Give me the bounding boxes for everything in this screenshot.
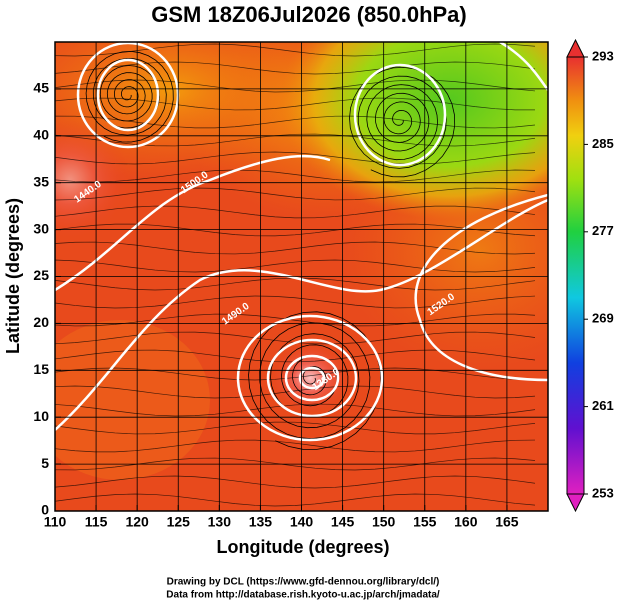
streamline [55, 169, 536, 183]
streamline [55, 223, 536, 237]
streamline [55, 475, 536, 489]
x-axis-label: Longitude (degrees) [216, 537, 389, 557]
y-tick-label: 45 [33, 80, 49, 96]
y-tick-label: 15 [33, 361, 49, 377]
colorbar-tick-label: 269 [592, 311, 614, 326]
x-tick-label: 115 [85, 514, 108, 530]
streamline [85, 50, 174, 143]
streamline [55, 385, 536, 399]
streamline [55, 493, 536, 507]
y-axis-label: Latitude (degrees) [3, 198, 23, 354]
streamline [55, 79, 536, 93]
y-tick-label: 40 [33, 127, 49, 143]
colorbar-tick-label: 277 [592, 223, 614, 238]
streamline [55, 151, 536, 165]
x-tick-label: 120 [125, 514, 149, 530]
streamline [55, 259, 536, 273]
y-tick-label: 30 [33, 220, 49, 236]
streamline [55, 241, 536, 255]
credit: Drawing by DCL (https://www.gfd-dennou.o… [167, 577, 440, 588]
credit: Data from http://database.rish.kyoto-u.a… [166, 590, 440, 601]
streamline [55, 277, 536, 291]
x-tick-label: 140 [290, 514, 314, 530]
field [55, 42, 548, 511]
streamline [55, 61, 536, 75]
streamline [55, 331, 536, 345]
x-tick-label: 160 [454, 514, 478, 530]
streamline [55, 439, 536, 453]
colorbar-tick-label: 285 [592, 136, 614, 151]
x-tick-label: 135 [249, 514, 273, 530]
x-tick-label: 130 [208, 514, 232, 530]
x-tick-label: 155 [413, 514, 437, 530]
streamline [55, 295, 536, 309]
y-tick-label: 10 [33, 408, 49, 424]
contours [55, 42, 548, 442]
y-tick-label: 35 [33, 173, 49, 189]
y-tick-label: 25 [33, 267, 49, 283]
colorbar-tick-label: 293 [592, 48, 614, 63]
chart-title: GSM 18Z06Jul2026 (850.0hPa) [151, 2, 467, 27]
x-tick-label: 145 [331, 514, 355, 530]
streamline [55, 205, 536, 219]
streamline [55, 403, 536, 417]
x-tick-label: 110 [44, 514, 67, 530]
colorbar [566, 38, 585, 513]
streamlines [55, 43, 536, 507]
x-tick-label: 165 [495, 514, 519, 530]
x-tick-label: 125 [167, 514, 191, 530]
streamline [55, 457, 536, 471]
x-tick-label: 150 [372, 514, 396, 530]
colorbar-tick-label: 253 [592, 485, 614, 500]
y-tick-label: 0 [41, 502, 49, 518]
streamline [55, 187, 536, 201]
streamline [349, 66, 456, 178]
y-tick-label: 5 [41, 455, 49, 471]
y-tick-label: 20 [33, 314, 49, 330]
streamline [55, 133, 536, 147]
streamline [55, 421, 536, 435]
colorbar-tick-label: 261 [592, 398, 614, 413]
